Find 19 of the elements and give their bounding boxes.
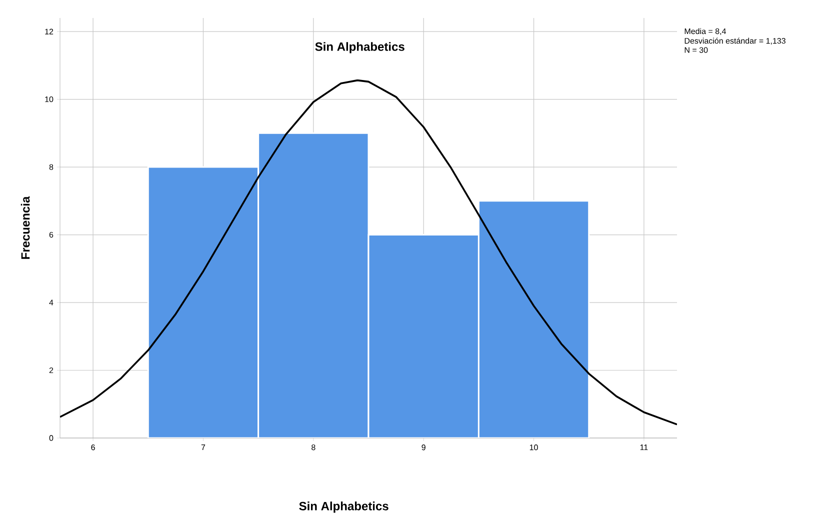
x-tick-label: 6 (91, 444, 95, 450)
x-tick-label: 11 (640, 444, 648, 450)
x-axis-title: Sin Alphabetics (299, 502, 388, 513)
text: Sin Alphabetics (315, 42, 404, 54)
x-tick-label: 8 (312, 444, 316, 450)
x-tick-label: 10 (530, 444, 538, 450)
y-tick-label: 0 (49, 435, 54, 441)
y-tick-label: 2 (49, 367, 54, 374)
y-axis-title: Frecuencia (20, 196, 30, 259)
y-tick-label: 12 (45, 28, 54, 34)
y-tick-label: 10 (45, 96, 54, 102)
y-tick-label: 8 (49, 164, 54, 170)
text: Media = 8,4 (684, 28, 726, 36)
x-tick-label: 9 (422, 444, 426, 450)
y-tick-label: 6 (49, 232, 54, 238)
y-tick-label: 4 (49, 300, 54, 306)
x-tick-label: 7 (201, 444, 206, 450)
text: Desviación estándar = 1,133 (684, 38, 786, 45)
text: N = 30 (684, 47, 708, 53)
